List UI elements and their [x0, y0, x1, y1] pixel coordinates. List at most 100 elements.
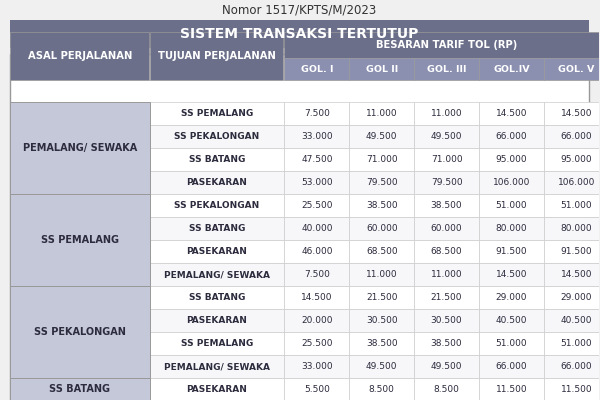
Bar: [479, 332, 544, 355]
Text: SS PEMALANG: SS PEMALANG: [41, 235, 119, 245]
Bar: [414, 240, 479, 263]
Bar: [414, 171, 479, 194]
Text: PEMALANG/ SEWAKA: PEMALANG/ SEWAKA: [164, 270, 270, 279]
Text: 14.500: 14.500: [496, 270, 527, 279]
Text: PASEKARAN: PASEKARAN: [187, 178, 247, 187]
Text: 38.500: 38.500: [431, 201, 463, 210]
Text: 14.500: 14.500: [496, 109, 527, 118]
Text: 47.500: 47.500: [301, 155, 332, 164]
Bar: [284, 240, 349, 263]
Text: 49.500: 49.500: [366, 132, 397, 141]
Text: 11.000: 11.000: [366, 109, 398, 118]
Bar: [349, 378, 414, 400]
Bar: [149, 171, 284, 194]
Text: 91.500: 91.500: [496, 247, 527, 256]
Text: 40.500: 40.500: [496, 316, 527, 325]
Text: 106.000: 106.000: [557, 178, 595, 187]
Bar: [479, 378, 544, 400]
Bar: [349, 171, 414, 194]
Bar: [544, 263, 600, 286]
Text: SS PEKALONGAN: SS PEKALONGAN: [34, 327, 126, 337]
Text: GOL. I: GOL. I: [301, 64, 333, 74]
Text: 11.000: 11.000: [431, 270, 463, 279]
Bar: [349, 102, 414, 125]
Text: 11.500: 11.500: [560, 385, 592, 394]
Bar: [544, 148, 600, 171]
Bar: [414, 263, 479, 286]
Text: 25.500: 25.500: [301, 201, 332, 210]
Bar: [10, 286, 149, 378]
Text: 68.500: 68.500: [431, 247, 463, 256]
Text: 5.500: 5.500: [304, 385, 330, 394]
Bar: [149, 217, 284, 240]
Text: 80.000: 80.000: [560, 224, 592, 233]
Bar: [284, 217, 349, 240]
Bar: [544, 332, 600, 355]
Bar: [284, 309, 349, 332]
Text: 66.000: 66.000: [560, 362, 592, 371]
Bar: [414, 286, 479, 309]
Text: SS BATANG: SS BATANG: [189, 293, 245, 302]
Bar: [10, 378, 149, 400]
Text: PASEKARAN: PASEKARAN: [187, 385, 247, 394]
Bar: [479, 286, 544, 309]
Bar: [284, 355, 349, 378]
Bar: [414, 378, 479, 400]
Bar: [414, 125, 479, 148]
Text: SS PEMALANG: SS PEMALANG: [181, 109, 253, 118]
Bar: [414, 309, 479, 332]
Bar: [544, 102, 600, 125]
Bar: [149, 148, 284, 171]
Bar: [149, 102, 284, 125]
Text: 38.500: 38.500: [366, 339, 398, 348]
Bar: [349, 286, 414, 309]
Bar: [149, 194, 284, 217]
Text: 106.000: 106.000: [493, 178, 530, 187]
Bar: [10, 54, 589, 400]
Text: 71.000: 71.000: [366, 155, 398, 164]
Bar: [479, 217, 544, 240]
Text: 66.000: 66.000: [496, 132, 527, 141]
Text: 60.000: 60.000: [366, 224, 398, 233]
Bar: [479, 148, 544, 171]
Text: BESARAN TARIF TOL (RP): BESARAN TARIF TOL (RP): [376, 40, 517, 50]
Text: 46.000: 46.000: [301, 247, 332, 256]
Text: GOL II: GOL II: [365, 64, 398, 74]
Text: GOL. V: GOL. V: [558, 64, 595, 74]
Text: 21.500: 21.500: [431, 293, 463, 302]
Text: 21.500: 21.500: [366, 293, 397, 302]
Text: PEMALANG/ SEWAKA: PEMALANG/ SEWAKA: [23, 143, 137, 153]
Bar: [414, 102, 479, 125]
Text: TUJUAN PERJALANAN: TUJUAN PERJALANAN: [158, 51, 276, 61]
Text: 7.500: 7.500: [304, 109, 330, 118]
Bar: [149, 378, 284, 400]
Bar: [284, 102, 349, 125]
Bar: [10, 102, 149, 194]
Bar: [349, 240, 414, 263]
Bar: [349, 125, 414, 148]
Text: 40.000: 40.000: [301, 224, 332, 233]
Bar: [479, 355, 544, 378]
Bar: [479, 125, 544, 148]
Text: 68.500: 68.500: [366, 247, 398, 256]
Bar: [479, 194, 544, 217]
Text: 79.500: 79.500: [366, 178, 398, 187]
Text: SISTEM TRANSAKSI TERTUTUP: SISTEM TRANSAKSI TERTUTUP: [180, 27, 419, 41]
Text: 29.000: 29.000: [496, 293, 527, 302]
Bar: [284, 171, 349, 194]
Text: 51.000: 51.000: [560, 339, 592, 348]
Bar: [349, 194, 414, 217]
Bar: [544, 378, 600, 400]
Text: 49.500: 49.500: [366, 362, 397, 371]
Bar: [284, 332, 349, 355]
Text: SS PEKALONGAN: SS PEKALONGAN: [175, 132, 260, 141]
Bar: [544, 125, 600, 148]
Bar: [414, 355, 479, 378]
Bar: [284, 194, 349, 217]
Bar: [284, 32, 600, 58]
Text: 11.000: 11.000: [366, 270, 398, 279]
Text: 14.500: 14.500: [560, 270, 592, 279]
Bar: [284, 263, 349, 286]
Text: ASAL PERJALANAN: ASAL PERJALANAN: [28, 51, 132, 61]
Text: 40.500: 40.500: [560, 316, 592, 325]
